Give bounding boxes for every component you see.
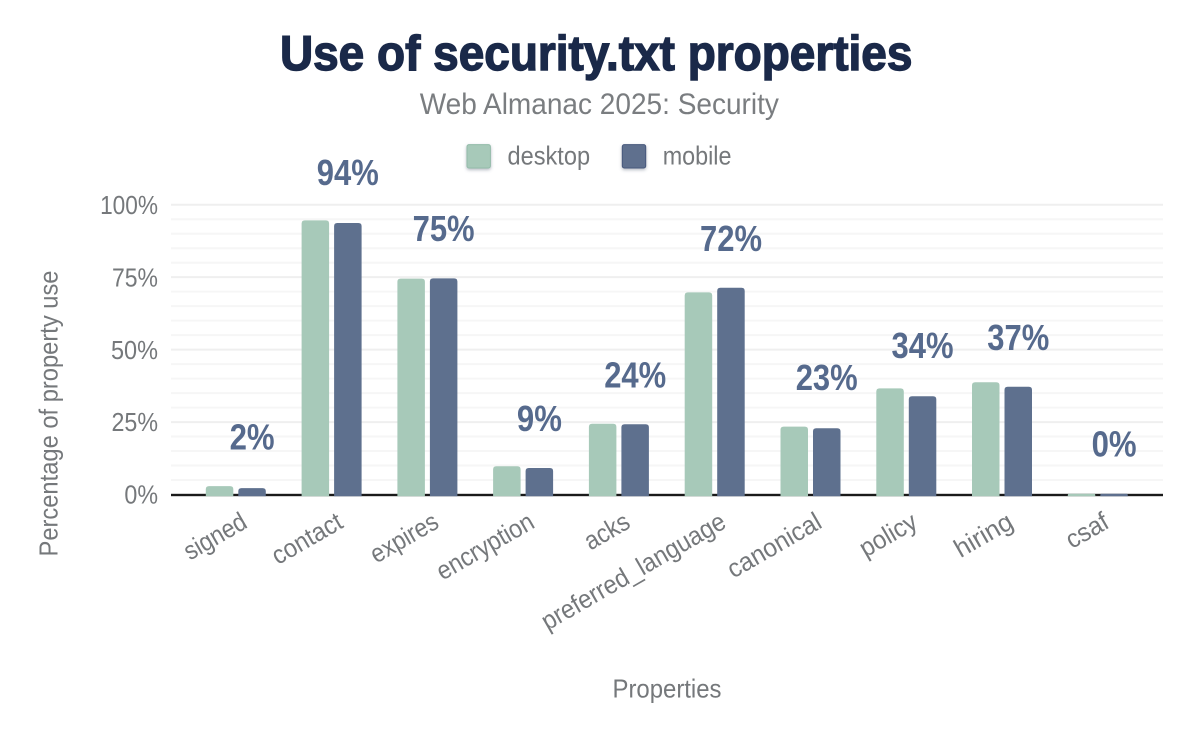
- svg-text:25%: 25%: [112, 407, 159, 437]
- svg-text:72%: 72%: [700, 218, 762, 259]
- svg-text:Properties: Properties: [613, 674, 722, 704]
- svg-text:37%: 37%: [987, 317, 1049, 358]
- svg-text:0%: 0%: [1092, 424, 1137, 465]
- svg-text:50%: 50%: [111, 335, 158, 365]
- svg-text:desktop: desktop: [508, 140, 591, 170]
- svg-text:34%: 34%: [892, 325, 954, 366]
- svg-text:2%: 2%: [230, 417, 275, 458]
- svg-text:Percentage of property use: Percentage of property use: [34, 271, 64, 557]
- svg-text:Use of security.txt properties: Use of security.txt properties: [280, 27, 913, 81]
- svg-text:75%: 75%: [112, 262, 158, 292]
- svg-text:24%: 24%: [604, 354, 666, 395]
- svg-text:100%: 100%: [100, 190, 158, 220]
- svg-text:mobile: mobile: [663, 140, 732, 170]
- svg-text:Web Almanac 2025: Security: Web Almanac 2025: Security: [420, 88, 779, 121]
- svg-text:9%: 9%: [517, 398, 562, 439]
- svg-text:0%: 0%: [124, 480, 158, 510]
- svg-text:75%: 75%: [413, 208, 475, 249]
- svg-text:23%: 23%: [796, 357, 858, 398]
- svg-text:94%: 94%: [317, 152, 379, 193]
